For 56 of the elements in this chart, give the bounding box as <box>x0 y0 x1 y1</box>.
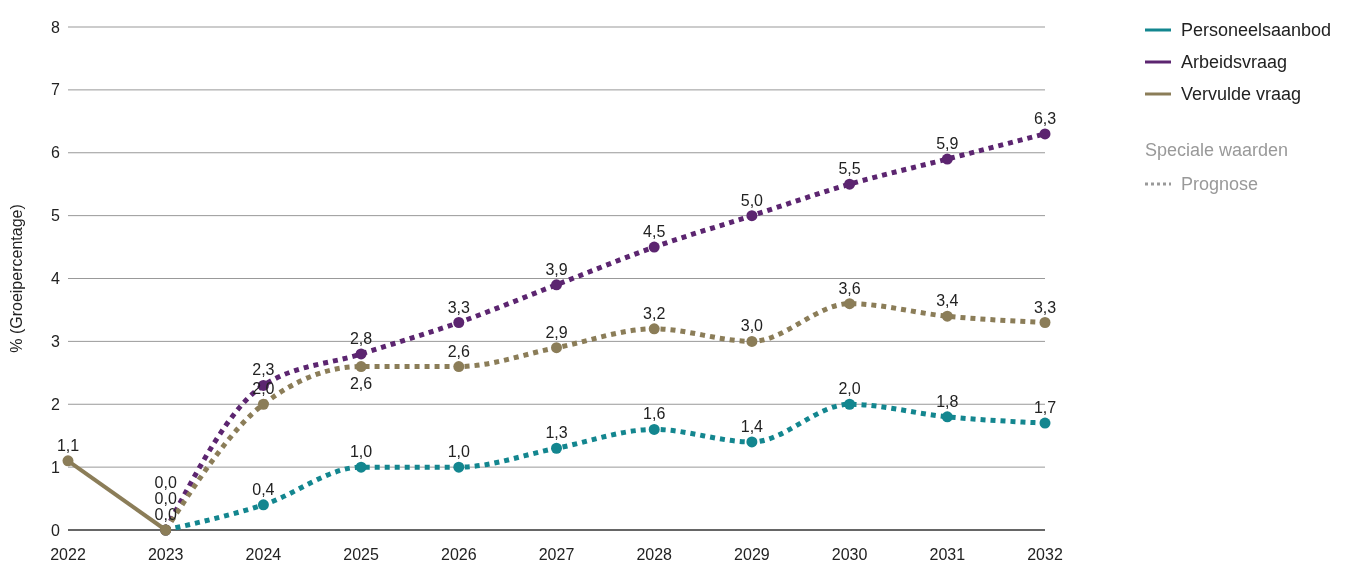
legend-label: Arbeidsvraag <box>1181 52 1288 73</box>
data-label: 1,6 <box>643 405 666 423</box>
data-label: 5,0 <box>740 191 764 209</box>
y-tick-label: 4 <box>51 270 61 288</box>
legend-label: Personeelsaanbod <box>1181 20 1332 41</box>
legend-label: Vervulde vraag <box>1181 84 1302 105</box>
data-label: 0,4 <box>252 480 275 498</box>
data-label: 1,1 <box>56 436 80 454</box>
data-label: 3,6 <box>838 279 861 297</box>
data-label: 3,2 <box>643 304 666 322</box>
data-label: 1,4 <box>740 417 764 435</box>
x-tick-label: 2025 <box>343 546 379 563</box>
x-tick-label: 2026 <box>441 546 477 563</box>
data-label: 6,3 <box>1033 109 1057 127</box>
y-tick-label: 1 <box>51 458 61 476</box>
x-tick-label: 2024 <box>245 546 282 563</box>
y-tick-label: 3 <box>51 332 61 350</box>
x-tick-label: 2029 <box>734 546 770 563</box>
x-tick-label: 2027 <box>538 546 575 563</box>
data-label: 1,0 <box>447 443 471 461</box>
data-label: 0,0 <box>154 506 177 523</box>
y-tick-label: 7 <box>51 81 61 99</box>
x-tick-label: 2030 <box>831 546 868 563</box>
y-axis-title: % (Groeipercentage) <box>8 204 25 353</box>
data-label: 5,5 <box>838 160 861 178</box>
data-label: 3,9 <box>545 260 568 278</box>
data-label: 3,3 <box>1033 298 1057 316</box>
x-tick-label: 2023 <box>147 546 184 563</box>
data-label: 0,0 <box>154 474 177 491</box>
data-label: 0,0 <box>154 490 177 507</box>
data-label: 2,8 <box>349 329 373 347</box>
data-label: 1,7 <box>1033 399 1057 417</box>
x-tick-label: 2032 <box>1027 546 1063 563</box>
data-label: 1,8 <box>936 392 959 410</box>
data-label: 4,5 <box>643 223 666 241</box>
data-label: 1,3 <box>545 424 568 442</box>
y-tick-label: 6 <box>51 144 61 162</box>
x-tick-label: 2022 <box>50 546 86 563</box>
data-label: 3,0 <box>740 317 764 335</box>
data-label: 1,0 <box>349 443 373 461</box>
y-tick-label: 2 <box>51 395 61 413</box>
data-label: 2,6 <box>447 342 471 360</box>
data-label: 3,3 <box>447 298 471 316</box>
x-tick-label: 2031 <box>929 546 966 563</box>
y-tick-label: 5 <box>51 207 61 225</box>
y-tick-label: 0 <box>51 521 61 539</box>
x-tick-label: 2028 <box>636 546 673 563</box>
data-label: 5,9 <box>936 135 959 153</box>
data-label: 3,4 <box>936 292 959 310</box>
data-label: 2,0 <box>838 380 861 398</box>
text: Speciale waarden <box>1145 140 1289 161</box>
y-tick-label: 8 <box>51 18 61 36</box>
data-label: 2,3 <box>252 361 275 379</box>
data-label: 2,9 <box>545 323 568 341</box>
data-label: 2,6 <box>349 374 373 392</box>
text: Prognose <box>1181 174 1259 195</box>
